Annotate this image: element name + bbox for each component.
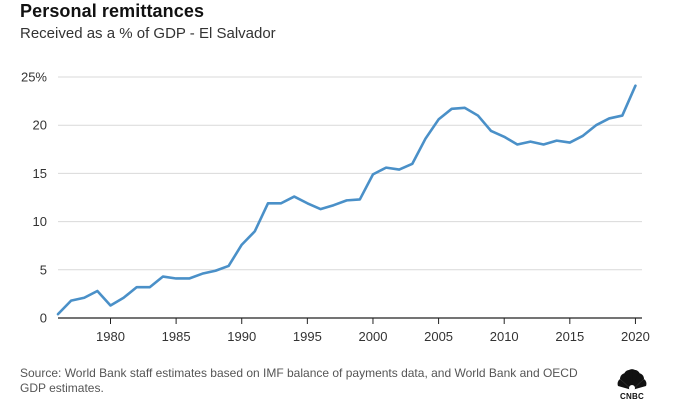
logo-wordmark: CNBC xyxy=(620,392,644,401)
y-axis-ticks: 0 5 10 15 20 25% xyxy=(21,70,47,326)
y-tick-label: 5 xyxy=(40,262,47,277)
x-tick-label: 1990 xyxy=(227,329,256,344)
x-tick-label: 2020 xyxy=(621,329,650,344)
series-group xyxy=(56,84,637,316)
x-axis-ticks: 1980 1985 1990 1995 2000 2005 2010 2015 2020 xyxy=(96,318,650,344)
series-line-0 xyxy=(56,84,637,316)
y-tick-label: 15 xyxy=(33,166,47,181)
x-tick-label: 2000 xyxy=(359,329,388,344)
x-tick-label: 2005 xyxy=(424,329,453,344)
x-tick-label: 1985 xyxy=(162,329,191,344)
chart-title: Personal remittances xyxy=(20,1,205,21)
line-chart: 0 5 10 15 20 25% 1980 1985 1990 1995 2000 2005 2010… xyxy=(21,70,650,345)
y-tick-label: 20 xyxy=(33,118,47,133)
source-note: Source: World Bank staff estimates based… xyxy=(20,366,578,395)
x-tick-label: 1980 xyxy=(96,329,125,344)
chart-subtitle: Received as a % of GDP - El Salvador xyxy=(20,25,276,42)
gridlines xyxy=(58,76,642,319)
chart-area: 0 5 10 15 20 25% 1980 1985 1990 1995 2000 2005 2010… xyxy=(0,60,676,360)
x-tick-label: 2015 xyxy=(555,329,584,344)
x-tick-label: 2010 xyxy=(490,329,519,344)
y-tick-label: 10 xyxy=(33,214,47,229)
peacock-logo-icon xyxy=(617,369,647,391)
y-tick-label: 25% xyxy=(21,70,47,85)
x-tick-label: 1995 xyxy=(293,329,322,344)
y-tick-label: 0 xyxy=(40,311,47,326)
